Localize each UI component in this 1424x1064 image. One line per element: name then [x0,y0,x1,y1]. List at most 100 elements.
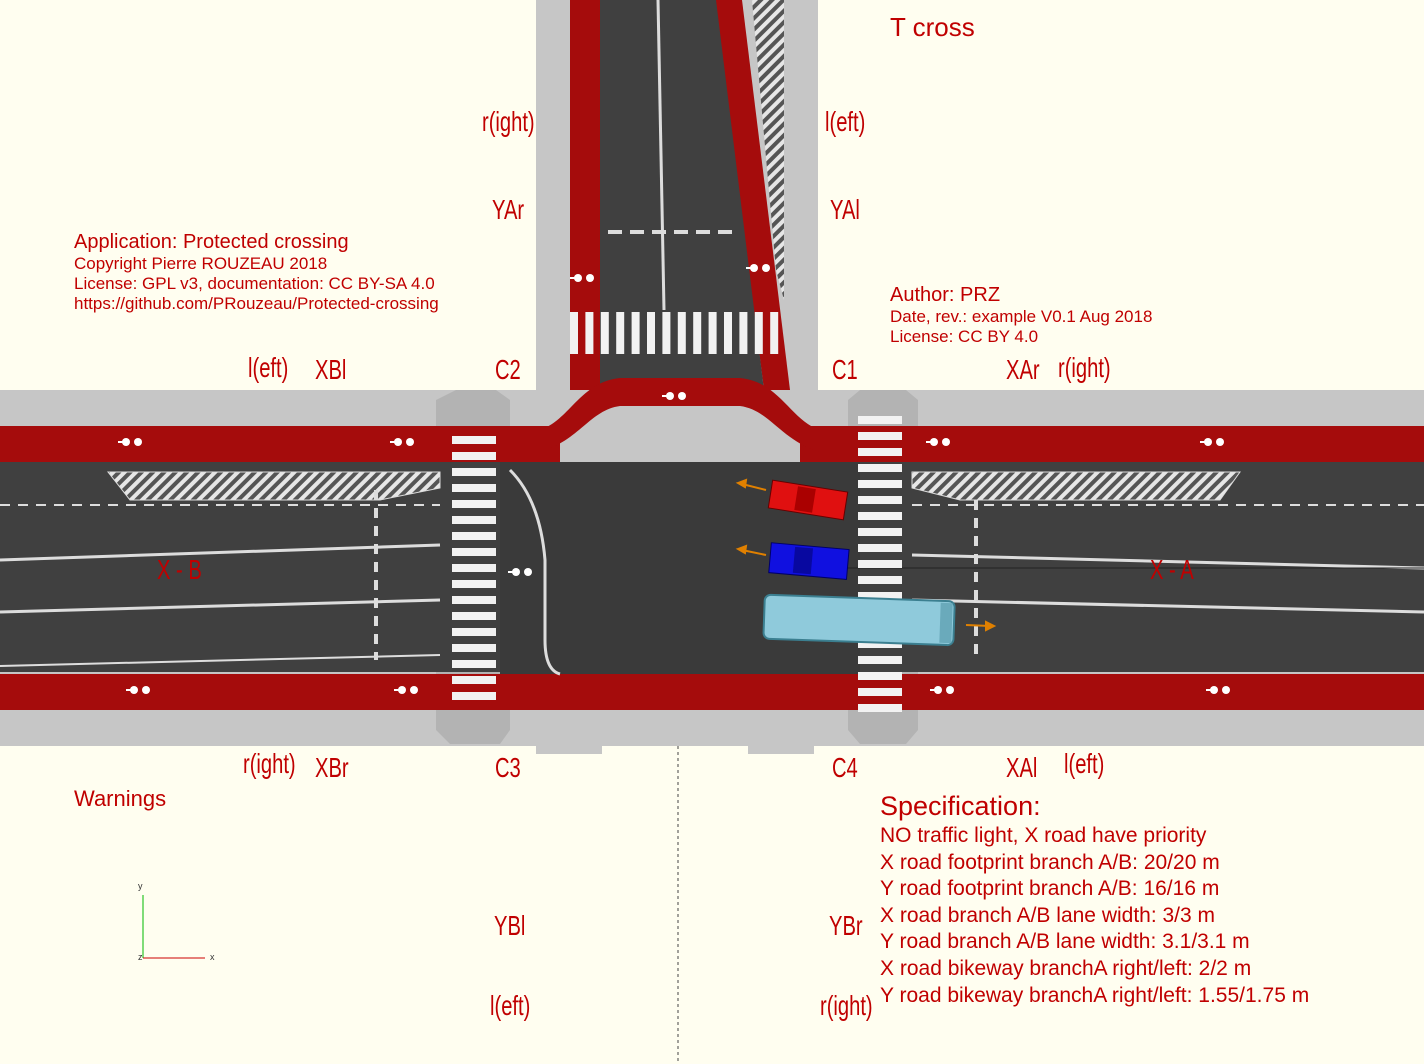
crosswalk-stripe [452,692,496,700]
crosswalk-stripe [452,436,496,444]
bicycle-mark [926,441,932,443]
crosswalk-stripe [452,564,496,572]
crosswalk-stripe [452,628,496,636]
bicycle-wheel [130,686,138,694]
crosswalk-stripe [631,312,640,354]
label-xar-side: r(ight) [1058,352,1111,383]
label-xbr-side: r(ight) [243,748,296,779]
bicycle-mark [126,689,132,691]
bicycle-wheel [142,686,150,694]
bicycle-wheel [1216,438,1224,446]
bicycle-mark [394,689,400,691]
crosswalk-stripe [452,500,496,508]
label-ybr: YBr [829,910,863,941]
crosswalk-stripe [452,612,496,620]
bicycle-wheel [762,264,770,272]
bicycle-mark [570,277,576,279]
bicycle-mark [390,441,396,443]
crosswalk-stripe [693,312,702,354]
bicycle-mark [746,267,752,269]
bicycle-wheel [1204,438,1212,446]
crosswalk-stripe [585,312,594,354]
label-xbl-side: l(eft) [248,352,289,383]
bicycle-wheel [512,568,520,576]
crosswalk-stripe [677,312,686,354]
label-yal-side: l(eft) [825,106,866,137]
crosswalk-stripe [452,484,496,492]
crosswalk-stripe [858,704,902,712]
bicycle-mark [508,571,514,573]
label-xal-side: l(eft) [1064,748,1105,779]
crosswalk-stripe [754,312,763,354]
car-blue [768,542,850,580]
bicycle-mark [930,689,936,691]
crosswalk-stripe [858,656,902,664]
crosswalk-stripe [570,312,578,354]
axis-gizmo [142,746,679,1064]
bicycle-wheel [946,686,954,694]
label-xar: XAr [1006,354,1040,385]
crosswalk-stripe [708,312,717,354]
bicycle-wheel [930,438,938,446]
crosswalk-stripe [452,644,496,652]
crosswalk-stripe [616,312,625,354]
crosswalk-stripe [452,548,496,556]
label-c1: C1 [832,354,858,385]
crosswalk-stripe [452,452,496,460]
label-x-a: X - A [1150,554,1194,585]
bus [762,593,956,647]
spec-list: NO traffic light, X road have priority X… [880,823,1309,1009]
bicycle-wheel [750,264,758,272]
spec-line: Y road branch A/B lane width: 3.1/3.1 m [880,930,1250,954]
crosswalk-stripe [647,312,655,354]
label-x-b: X - B [157,554,202,585]
author-license: License: CC BY 4.0 [890,327,1039,346]
y-road [570,0,790,390]
label-xal: XAl [1006,752,1038,783]
bicycle-mark [118,441,124,443]
app-url: https://github.com/PRouzeau/Protected-cr… [74,294,439,313]
label-yal: YAl [830,194,860,225]
bicycle-wheel [1210,686,1218,694]
crosswalk-stripe [770,312,779,354]
bicycle-wheel [524,568,532,576]
spec-line: Y road bikeway branchA right/left: 1.55/… [880,983,1310,1007]
page-title: T cross [890,12,975,42]
app-license: License: GPL v3, documentation: CC BY-SA… [74,274,435,293]
crosswalk-stripe [452,676,496,684]
crosswalk-stripe [452,596,496,604]
bicycle-wheel [942,438,950,446]
bicycle-wheel [574,274,582,282]
crosswalk-stripe [662,312,671,354]
label-ybr-side: r(ight) [820,990,873,1021]
crosswalk-stripe [858,560,902,568]
axis-x-label: x [210,952,215,962]
bicycle-wheel [122,438,130,446]
spec-heading: Specification: [880,791,1041,821]
label-ybl: YBl [494,910,526,941]
car-red [767,479,849,521]
crosswalk-stripe [452,532,496,540]
crosswalk-stripe [858,688,902,696]
bicycle-wheel [1222,686,1230,694]
crosswalk-stripe [858,496,902,504]
spec-line: Y road footprint branch A/B: 16/16 m [880,877,1220,901]
crosswalk-stripe [858,512,902,520]
label-yar-side: r(ight) [482,106,535,137]
app-name: Application: Protected crossing [74,231,349,253]
label-c2: C2 [495,354,521,385]
bicycle-wheel [666,392,674,400]
crosswalk-stripe [858,416,902,424]
crosswalk-stripe [858,480,902,488]
bicycle-wheel [394,438,402,446]
bicycle-wheel [398,686,406,694]
crosswalk-stripe [858,640,902,648]
author-date: Date, rev.: example V0.1 Aug 2018 [890,307,1153,326]
label-yar: YAr [492,194,525,225]
crosswalk-stripe [739,312,748,354]
crosswalk-stripe [452,580,496,588]
direction-arrow-icon [735,478,997,632]
crosswalk-stripe [724,312,732,354]
crosswalk-stripe [858,432,902,440]
